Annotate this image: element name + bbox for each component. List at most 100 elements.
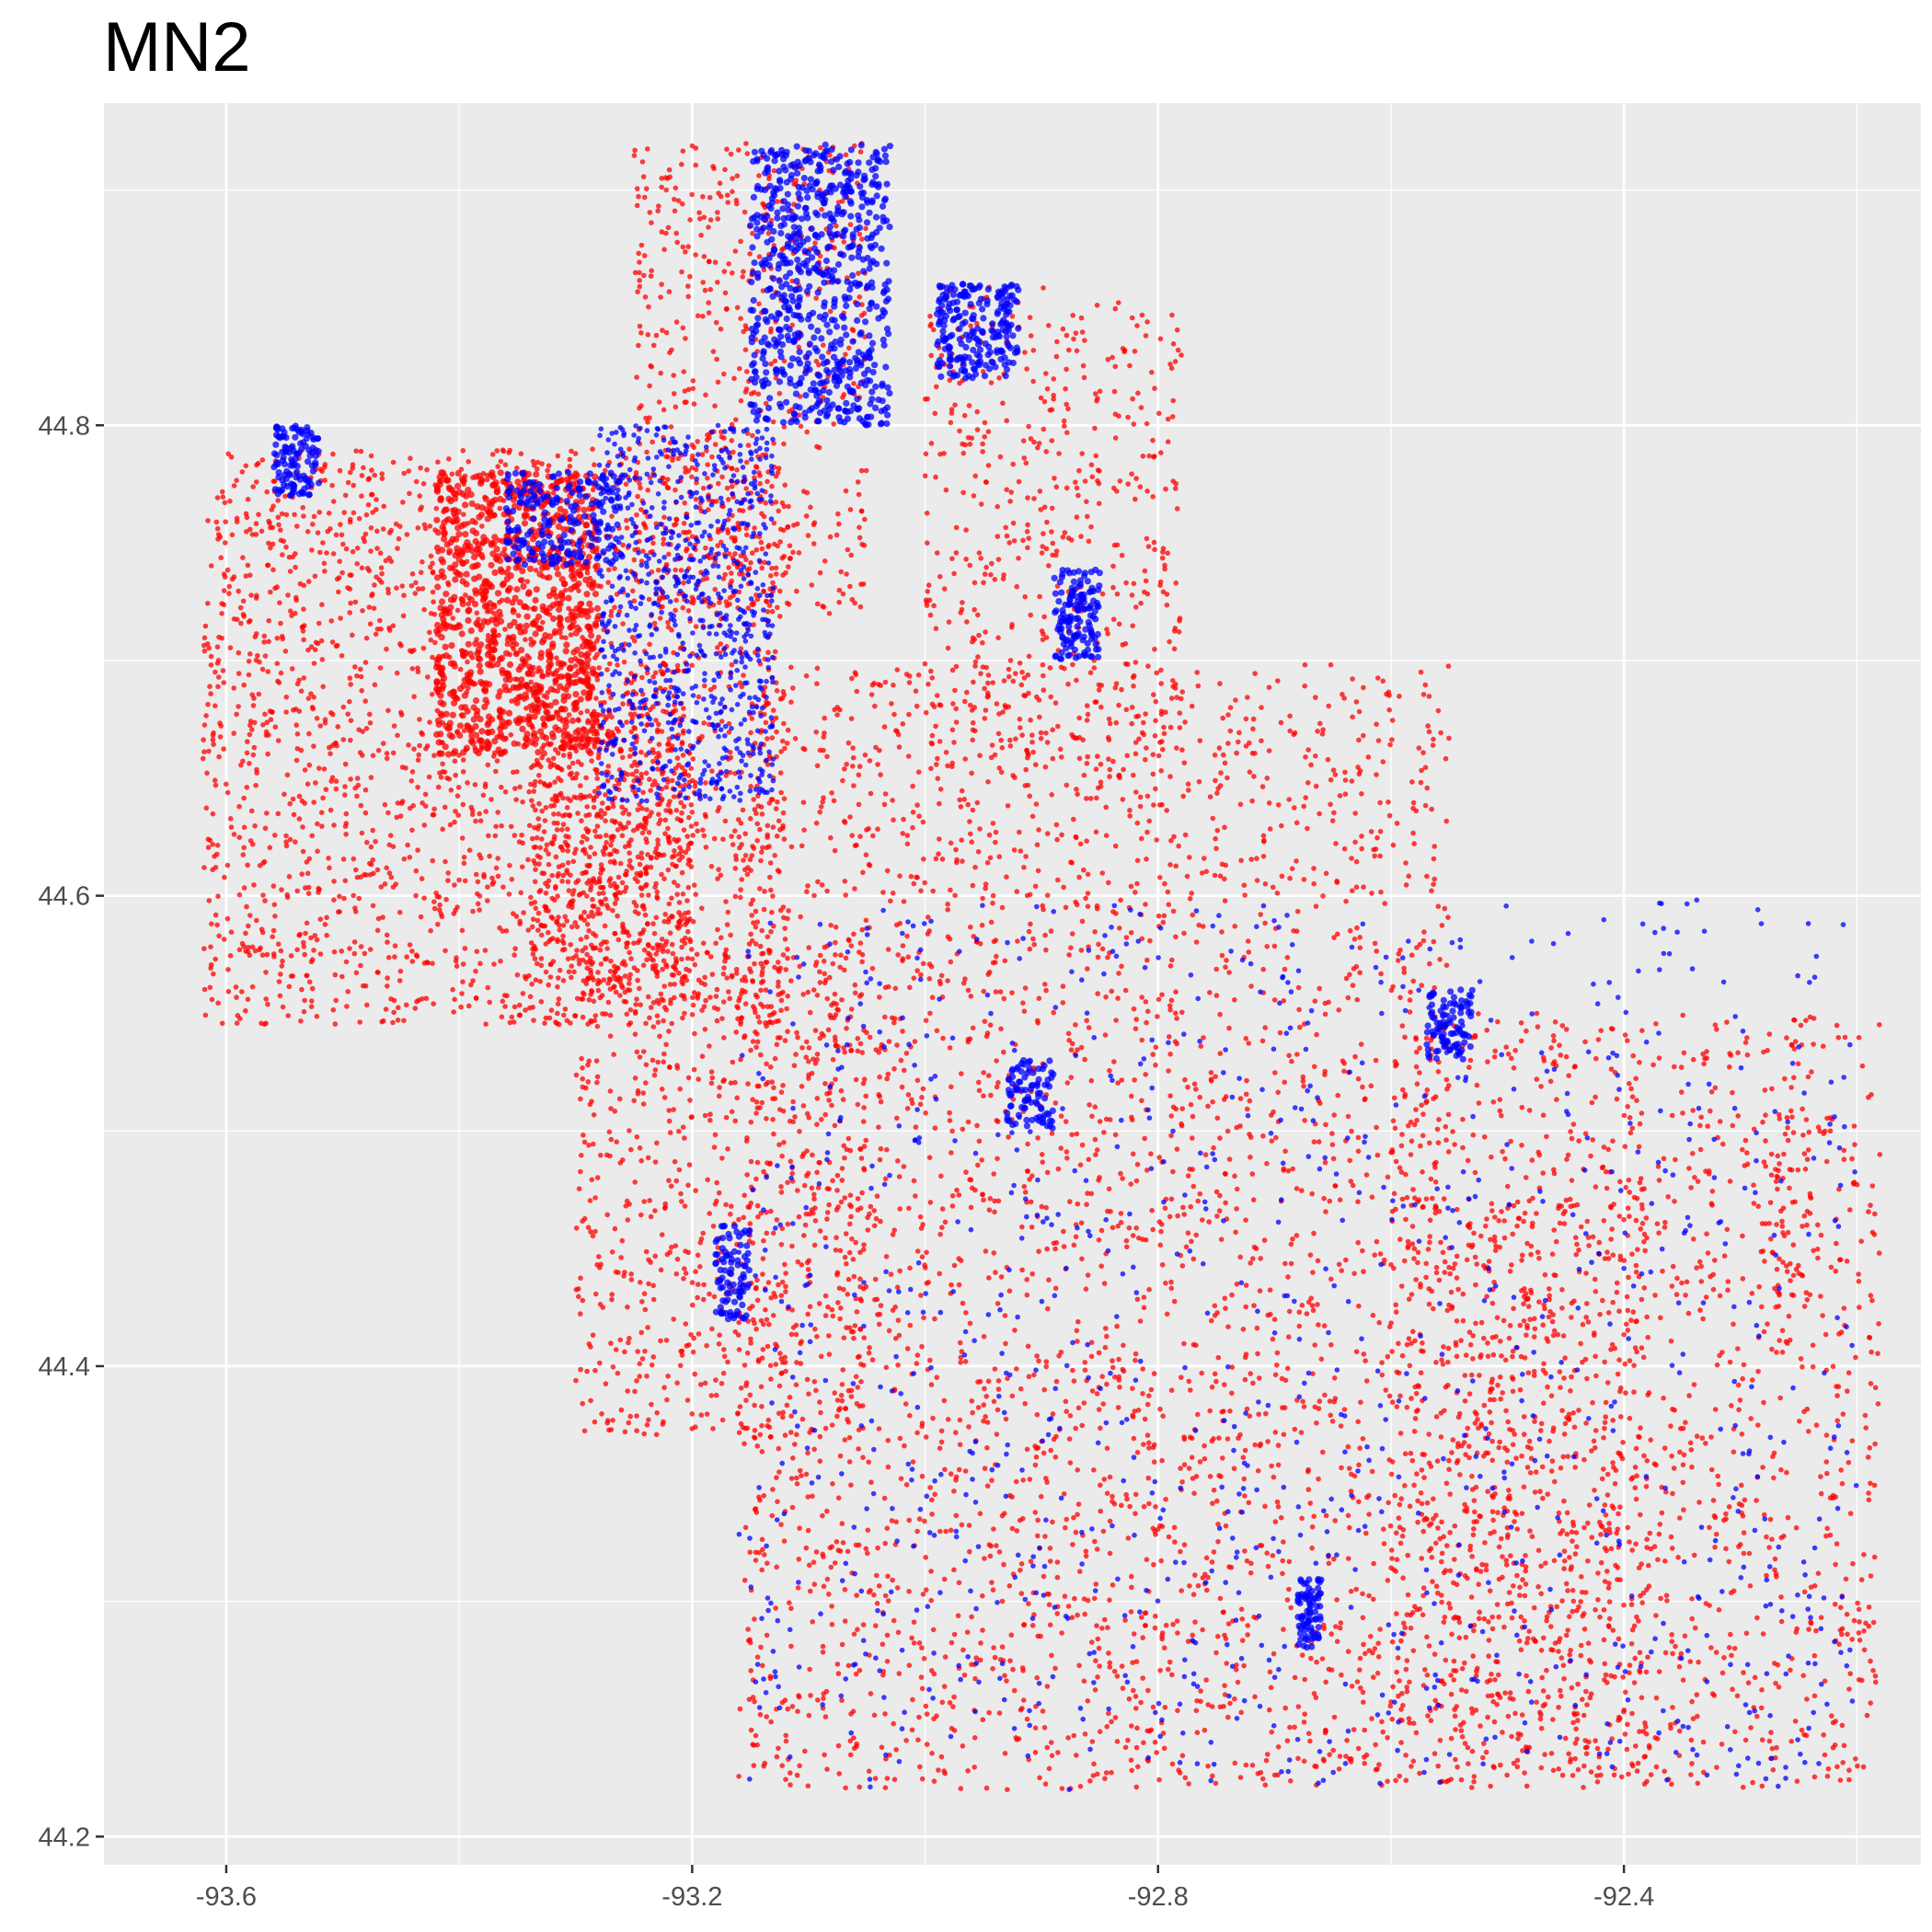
data-point (415, 665, 420, 671)
data-point (371, 605, 377, 611)
data-point (591, 1141, 596, 1147)
data-point (1170, 1168, 1176, 1175)
data-point (459, 991, 465, 996)
data-point (443, 591, 450, 598)
data-point (579, 1055, 584, 1062)
data-point (318, 810, 325, 815)
data-point (535, 459, 541, 466)
data-point (841, 1335, 847, 1340)
data-point (328, 807, 334, 813)
data-point (1246, 1041, 1251, 1046)
data-point (690, 1002, 696, 1008)
data-point (440, 469, 447, 477)
data-point (861, 1076, 868, 1082)
data-point (519, 864, 525, 869)
data-point (585, 553, 593, 561)
data-point (605, 805, 612, 811)
data-point (566, 765, 572, 770)
data-point (723, 1114, 730, 1121)
data-point (1217, 783, 1224, 788)
data-point (244, 750, 250, 756)
data-point (655, 567, 661, 573)
data-point (987, 855, 994, 861)
data-point (368, 844, 374, 850)
data-point (593, 615, 602, 623)
data-point (465, 780, 470, 786)
data-point (488, 561, 495, 569)
data-point (1363, 1172, 1370, 1178)
data-point (674, 755, 681, 761)
data-point (656, 851, 662, 857)
data-point (427, 629, 432, 636)
data-point (1168, 1133, 1174, 1139)
data-point (1103, 804, 1109, 811)
data-point (293, 564, 298, 570)
data-point (335, 724, 341, 730)
data-point (603, 1381, 609, 1386)
data-point (583, 960, 590, 965)
data-point (523, 976, 529, 982)
data-point (669, 895, 674, 901)
data-point (490, 512, 498, 519)
data-point (1391, 1095, 1397, 1101)
data-point (383, 1006, 389, 1012)
data-point (259, 457, 266, 463)
data-point (744, 1135, 750, 1141)
data-point (788, 664, 794, 671)
data-point (433, 678, 441, 685)
data-point (1039, 1152, 1045, 1157)
data-point (570, 570, 579, 578)
data-point (253, 521, 259, 526)
data-point (473, 818, 478, 824)
data-point (847, 1192, 854, 1198)
data-point (597, 1302, 604, 1307)
data-point (859, 1190, 865, 1196)
data-point (713, 1377, 719, 1383)
data-point (648, 788, 653, 793)
data-point (639, 830, 646, 836)
data-point (509, 877, 515, 882)
data-point (778, 997, 785, 1004)
data-point (655, 727, 661, 732)
data-point (779, 738, 786, 744)
data-point (505, 672, 512, 680)
data-point (484, 744, 491, 752)
data-point (519, 725, 526, 733)
data-point (377, 617, 383, 624)
data-point (734, 1004, 740, 1009)
data-point (315, 530, 321, 535)
data-point (684, 834, 690, 839)
data-point (758, 1052, 764, 1058)
data-point (837, 964, 843, 971)
data-point (370, 857, 376, 863)
data-point (456, 571, 464, 579)
data-point (356, 727, 362, 732)
data-point (685, 884, 692, 891)
data-point (598, 1261, 604, 1268)
data-point (573, 953, 579, 959)
data-point (932, 1125, 938, 1131)
data-point (450, 699, 458, 707)
data-point (673, 1178, 680, 1184)
data-point (284, 894, 291, 901)
data-point (548, 741, 554, 747)
data-point (1294, 908, 1301, 914)
data-point (1137, 803, 1144, 810)
data-point (778, 789, 784, 796)
data-point (627, 446, 632, 452)
data-point (357, 750, 363, 755)
data-point (829, 1102, 834, 1109)
data-point (458, 630, 466, 638)
data-point (204, 641, 211, 647)
data-point (1055, 723, 1061, 730)
data-point (528, 636, 534, 642)
data-point (782, 1038, 788, 1043)
data-point (445, 495, 453, 502)
data-point (546, 851, 551, 857)
data-point (828, 834, 834, 841)
data-point (850, 754, 857, 761)
data-point (1157, 875, 1163, 880)
data-point (654, 1140, 660, 1146)
data-point (682, 500, 687, 506)
data-point (759, 1404, 765, 1409)
